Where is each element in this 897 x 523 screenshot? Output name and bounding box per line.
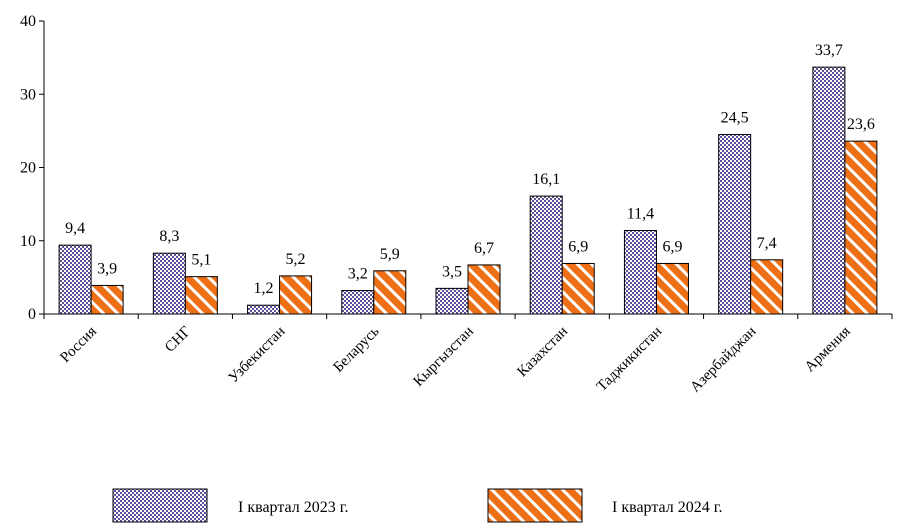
category-label: Казахстан	[514, 324, 571, 381]
category-label: Россия	[57, 323, 100, 366]
bar-q1-2023	[812, 66, 846, 315]
legend-swatch-q1-2023	[112, 488, 208, 523]
y-tick-label: 0	[28, 306, 36, 323]
y-tick-label: 20	[20, 160, 36, 177]
bar-q1-2023	[435, 287, 469, 315]
data-label: 3,5	[442, 263, 462, 280]
data-label: 8,3	[159, 228, 179, 245]
y-tick-label: 40	[20, 13, 36, 30]
data-label: 6,9	[662, 238, 682, 255]
data-label: 24,5	[721, 110, 749, 127]
category-label: Узбекистан	[226, 324, 289, 387]
bar-q1-2023	[152, 252, 186, 315]
data-labels: 9,4 3,9 8,3 5,1 1,2 5,2 3,2 5,9 3,5 6,7 16,1 6,9 11,…	[65, 42, 875, 297]
category-label: СНГ	[162, 323, 194, 355]
legend-label: I квартал 2023 г.	[238, 499, 349, 516]
data-label: 5,1	[191, 252, 211, 269]
bar-q1-2023	[58, 244, 92, 315]
category-labels: Россия СНГ Узбекистан Беларусь Кыргызстан Каз…	[57, 323, 853, 395]
bar-q1-2024	[279, 275, 313, 315]
bar-q1-2023	[529, 195, 563, 315]
bar-q1-2024	[561, 262, 595, 315]
bar-q1-2024	[844, 140, 878, 315]
category-label: Беларусь	[330, 323, 382, 375]
data-label: 3,9	[97, 260, 117, 277]
data-label: 33,7	[815, 42, 843, 59]
data-label: 6,9	[568, 238, 588, 255]
legend-label: I квартал 2024 г.	[612, 499, 723, 516]
data-label: 9,4	[65, 220, 85, 237]
legend-swatch-q1-2024	[487, 488, 583, 523]
data-label: 1,2	[254, 280, 274, 297]
data-label: 16,1	[532, 171, 560, 188]
bars	[58, 66, 878, 315]
category-label: Кыргызстан	[410, 324, 476, 390]
bar-q1-2023	[623, 229, 657, 315]
data-label: 5,2	[286, 251, 306, 268]
bar-q1-2024	[373, 270, 407, 315]
data-label: 11,4	[627, 205, 654, 222]
data-label: 7,4	[757, 235, 777, 252]
data-label: 23,6	[847, 116, 875, 133]
category-label: Армения	[802, 323, 854, 375]
data-label: 3,2	[348, 266, 368, 283]
bar-q1-2024	[467, 264, 501, 315]
bar-q1-2024	[184, 276, 218, 315]
legend: I квартал 2023 г. I квартал 2024 г.	[112, 488, 723, 523]
category-label: Азербайджан	[687, 324, 759, 396]
bar-q1-2023	[718, 134, 752, 315]
bar-q1-2023	[341, 290, 375, 315]
bar-q1-2024	[90, 284, 124, 315]
y-tick-label: 10	[20, 233, 36, 250]
bar-q1-2023	[247, 304, 281, 315]
y-tick-label: 30	[20, 86, 36, 103]
category-label: Таджикистан	[594, 324, 665, 395]
data-label: 5,9	[380, 246, 400, 263]
bar-q1-2024	[655, 262, 689, 315]
bar-q1-2024	[750, 259, 784, 315]
data-label: 6,7	[474, 240, 494, 257]
